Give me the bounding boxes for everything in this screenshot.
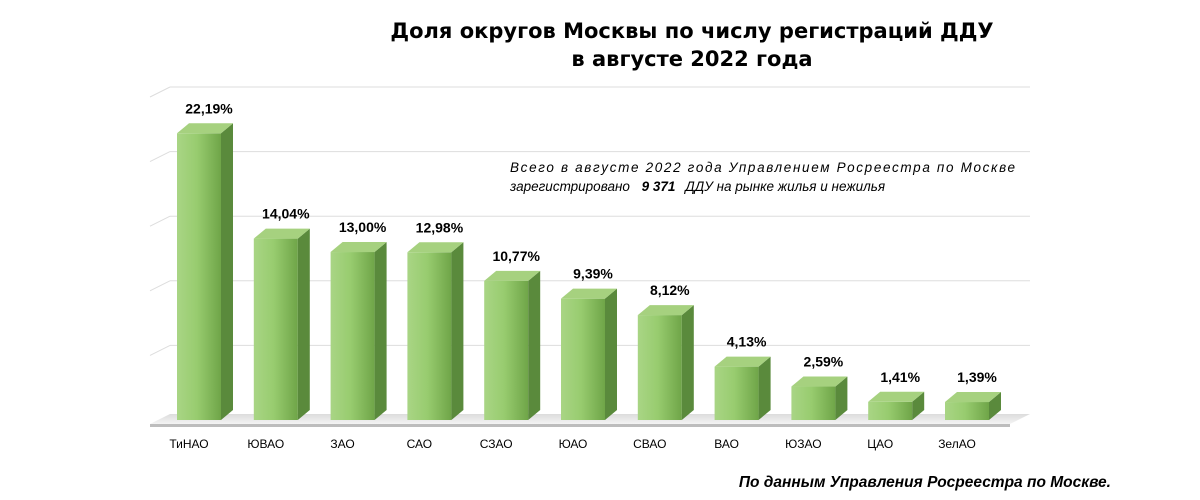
bar-side <box>681 305 694 420</box>
annotation-note: Всего в августе 2022 года Управлением Ро… <box>509 160 1015 194</box>
bar-side <box>221 123 233 420</box>
value-label: 14,04% <box>262 206 310 222</box>
category-label: ЮВАО <box>247 437 284 451</box>
bar-side <box>912 391 925 420</box>
chart-title-line-2: в августе 2022 года <box>571 47 812 71</box>
bar <box>407 242 464 420</box>
category-label: СЗАО <box>480 437 513 451</box>
gridlines <box>149 86 1030 356</box>
category-label: ЮЗАО <box>785 437 821 451</box>
value-label: 4,13% <box>727 334 767 350</box>
gridline-perspective <box>149 86 171 98</box>
value-label: 2,59% <box>804 354 844 370</box>
source-note: По данным Управления Росреестра по Москв… <box>739 474 1111 491</box>
bar <box>253 228 310 420</box>
value-labels: 22,19% 14,04% 13,00% 12,98% 10,77% 9,39% 8,12%… <box>185 100 997 385</box>
annotation-suffix: ДДУ на рынке жилья и нежилья <box>683 179 885 194</box>
bar <box>945 392 1001 420</box>
bar-front <box>330 252 375 420</box>
bar <box>868 391 925 420</box>
bar-front <box>561 298 605 420</box>
bar-side <box>528 270 541 420</box>
bar-side <box>297 228 310 420</box>
bar-front <box>868 401 913 420</box>
bar-front <box>791 386 836 420</box>
category-label: СВАО <box>633 437 666 451</box>
category-label: САО <box>407 437 432 451</box>
bar-front <box>253 238 298 420</box>
bar <box>714 356 771 420</box>
value-label: 10,77% <box>492 248 540 264</box>
value-label: 1,41% <box>880 369 920 385</box>
bar-top <box>714 356 771 367</box>
category-label: ЮАО <box>559 437 588 451</box>
bar <box>484 270 541 420</box>
bar-top <box>484 270 541 281</box>
bar-top <box>177 123 233 134</box>
gridline-perspective <box>149 215 171 227</box>
bar-front <box>484 280 529 420</box>
floor-edge <box>150 424 1010 427</box>
bar-front <box>407 252 452 420</box>
category-label: ЦАО <box>867 437 893 451</box>
bar <box>791 376 848 420</box>
bar-top <box>330 242 387 253</box>
bar-top <box>407 242 464 253</box>
value-label: 1,39% <box>957 369 997 385</box>
bar <box>177 123 233 420</box>
bar-side <box>451 242 464 420</box>
chart-title: Доля округов Москвы по числу регистраций… <box>390 19 993 71</box>
bar-side <box>605 288 617 420</box>
bar-front <box>714 366 759 420</box>
annotation-line-1: Всего в августе 2022 года Управлением Ро… <box>510 160 1015 175</box>
bar-top <box>561 288 617 299</box>
gridline-perspective <box>149 151 171 163</box>
bar <box>330 242 387 420</box>
category-labels: ТиНАО ЮВАО ЗАО САО СЗАО ЮАО СВАО ВАО ЮЗАО ЦАО ЗелА… <box>169 437 975 451</box>
value-label: 22,19% <box>185 100 233 116</box>
category-label: ВАО <box>714 437 739 451</box>
annotation-total-value: 9 371 <box>642 179 676 194</box>
bar-top <box>868 391 925 402</box>
bar-top <box>791 376 848 387</box>
gridline-perspective <box>149 344 171 356</box>
category-label: ТиНАО <box>169 437 208 451</box>
bar-side <box>758 356 771 420</box>
bar-side <box>374 242 387 420</box>
annotation-prefix: зарегистрировано <box>509 179 630 194</box>
value-label: 8,12% <box>650 282 690 298</box>
value-label: 13,00% <box>339 219 387 235</box>
bar-side <box>835 376 848 420</box>
bar-front <box>177 133 221 420</box>
bar-front <box>945 402 989 420</box>
bar-top <box>253 228 310 239</box>
value-label: 12,98% <box>416 219 464 235</box>
bars <box>177 123 1001 420</box>
bar-top <box>637 305 694 316</box>
bar <box>561 288 617 420</box>
value-label: 9,39% <box>573 266 613 282</box>
bar-top <box>945 392 1001 403</box>
annotation-line-2: зарегистрировано 9 371 ДДУ на рынке жиль… <box>509 179 885 194</box>
category-label: ЗелАО <box>938 437 976 451</box>
gridline-perspective <box>149 280 171 292</box>
bar-side <box>989 392 1001 420</box>
bar <box>637 305 694 420</box>
category-label: ЗАО <box>330 437 354 451</box>
bar-front <box>637 315 682 420</box>
chart-title-line-1: Доля округов Москвы по числу регистраций… <box>390 19 993 43</box>
